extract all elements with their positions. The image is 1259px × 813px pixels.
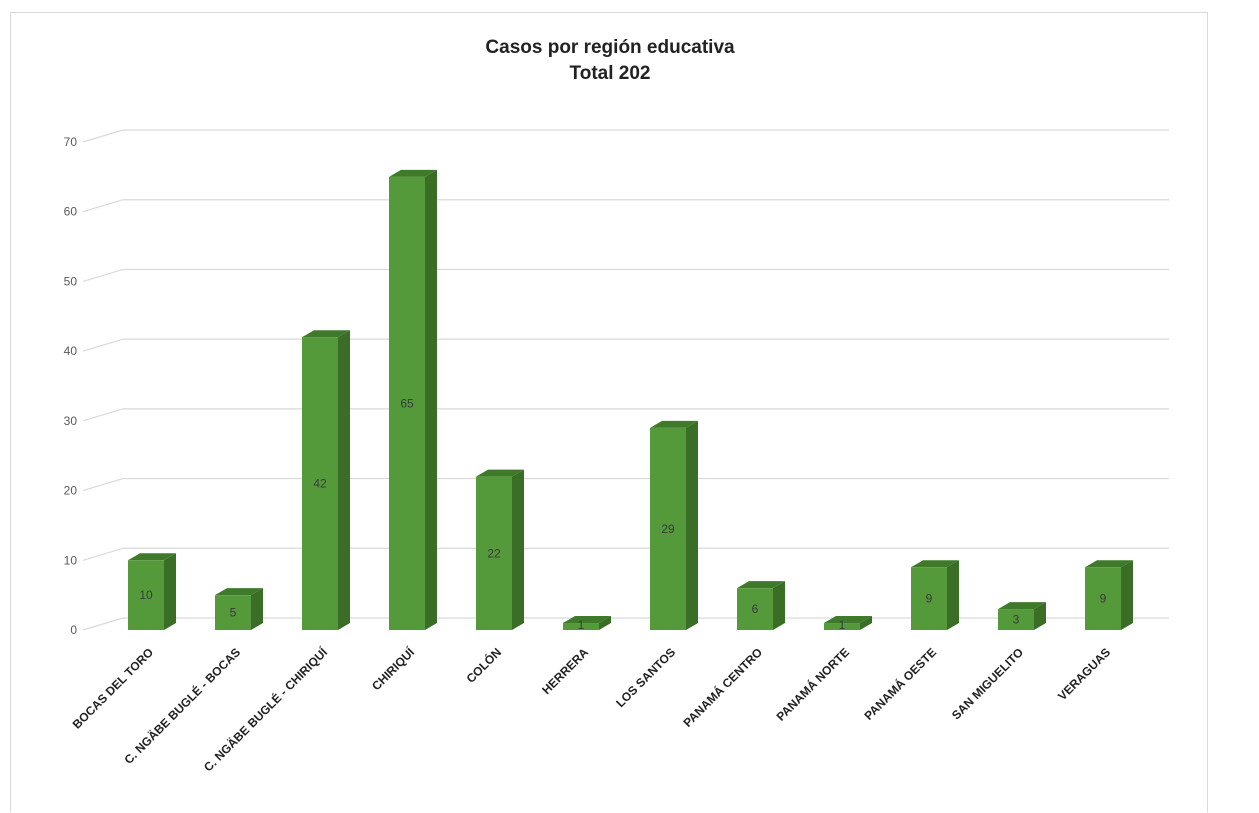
bar-top xyxy=(128,553,176,561)
bar-top xyxy=(824,616,872,624)
bar-top xyxy=(389,169,437,177)
x-tick-label: CHIRIQUÍ xyxy=(368,644,417,693)
bar xyxy=(1085,560,1133,630)
bar-front xyxy=(476,476,512,630)
bar-side xyxy=(512,469,524,630)
data-label: 29 xyxy=(661,522,675,536)
bar xyxy=(215,588,263,630)
bar-top xyxy=(563,616,611,624)
bar xyxy=(389,169,437,630)
bar-top xyxy=(476,469,524,477)
x-tick-label: HERRERA xyxy=(539,645,591,697)
x-tick-label: PANAMÁ OESTE xyxy=(861,645,939,723)
x-tick-label: PANAMÁ NORTE xyxy=(773,645,852,724)
gridline-diagonal xyxy=(82,408,124,422)
bar-front xyxy=(824,623,860,630)
bar-side xyxy=(686,420,698,630)
y-tick-label: 10 xyxy=(64,553,78,567)
bar-side xyxy=(1121,560,1133,630)
bar-front xyxy=(911,567,947,630)
bar-top xyxy=(737,581,785,589)
bar-front xyxy=(737,588,773,630)
bar-top xyxy=(215,588,263,596)
chart-frame: Casos por región educativa Total 202 0 10… xyxy=(10,12,1208,812)
data-label: 6 xyxy=(752,602,759,616)
bars xyxy=(128,169,1133,630)
gridline-diagonal xyxy=(82,268,124,283)
y-tick-label: 0 xyxy=(70,623,77,637)
bar-side xyxy=(338,330,350,630)
x-tick-label: COLÓN xyxy=(463,645,504,686)
bar-chart: Casos por región educativa Total 202 010… xyxy=(64,37,1169,774)
y-tick-label: 60 xyxy=(64,205,78,219)
bar xyxy=(824,616,872,630)
bar xyxy=(128,553,176,630)
chart-subtitle: Total 202 xyxy=(570,63,651,84)
data-label: 10 xyxy=(139,588,153,602)
data-label: 65 xyxy=(400,396,414,410)
y-tick-label: 70 xyxy=(64,135,78,149)
data-labels: 10 5 42 65 22 1 29 6 1 9 3 9 xyxy=(139,396,1106,632)
bar-front xyxy=(650,427,686,630)
gridline-diagonal xyxy=(82,617,124,631)
bar-side xyxy=(599,616,611,630)
bar-front xyxy=(128,560,164,630)
bar-front xyxy=(302,337,338,630)
bar-side xyxy=(164,553,176,630)
data-label: 42 xyxy=(313,477,327,491)
bar-side xyxy=(773,581,785,630)
bar-top xyxy=(998,602,1046,610)
gridline-diagonal xyxy=(82,338,124,352)
gridlines xyxy=(82,129,1169,631)
bar-top xyxy=(650,420,698,428)
y-tick-label: 50 xyxy=(64,274,78,288)
x-tick-label: LOS SANTOS xyxy=(613,645,678,710)
data-label: 1 xyxy=(839,618,846,632)
y-axis-ticks: 0 10 20 30 40 50 60 70 xyxy=(64,135,78,637)
gridline-diagonal xyxy=(82,199,124,213)
y-tick-label: 40 xyxy=(64,344,78,358)
bar xyxy=(998,602,1046,630)
x-tick-label: PANAMÁ CENTRO xyxy=(680,645,765,730)
gridline-diagonal xyxy=(82,547,124,561)
bar xyxy=(302,330,350,630)
data-label: 9 xyxy=(1100,592,1107,606)
y-tick-label: 30 xyxy=(64,414,78,428)
x-tick-label: VERAGUAS xyxy=(1055,645,1113,703)
bar-front xyxy=(215,595,251,630)
bar-side xyxy=(947,560,959,630)
bar-front xyxy=(998,609,1034,630)
chart-title: Casos por región educativa xyxy=(485,37,735,58)
bar-top xyxy=(911,560,959,568)
y-tick-label: 20 xyxy=(64,484,78,498)
bar xyxy=(650,420,698,630)
bar xyxy=(911,560,959,630)
bar-front xyxy=(1085,567,1121,630)
bar xyxy=(476,469,524,630)
gridline-diagonal xyxy=(82,129,124,143)
bar-front xyxy=(563,623,599,630)
x-tick-label: BOCAS DEL TORO xyxy=(70,645,156,731)
data-label: 9 xyxy=(926,592,933,606)
bar-top xyxy=(1085,560,1133,568)
data-label: 1 xyxy=(578,618,585,632)
data-label: 3 xyxy=(1013,613,1020,627)
x-tick-label: SAN MIGUELITO xyxy=(949,645,1026,722)
data-label: 5 xyxy=(230,606,237,620)
bar-side xyxy=(251,588,263,630)
data-label: 22 xyxy=(487,546,501,560)
bar-front xyxy=(389,176,425,630)
gridline-diagonal xyxy=(82,477,124,492)
bar-top xyxy=(302,330,350,338)
bar-side xyxy=(1034,602,1046,630)
bar xyxy=(737,581,785,630)
bar-side xyxy=(860,616,872,630)
bar-side xyxy=(425,169,437,630)
bar xyxy=(563,616,611,630)
